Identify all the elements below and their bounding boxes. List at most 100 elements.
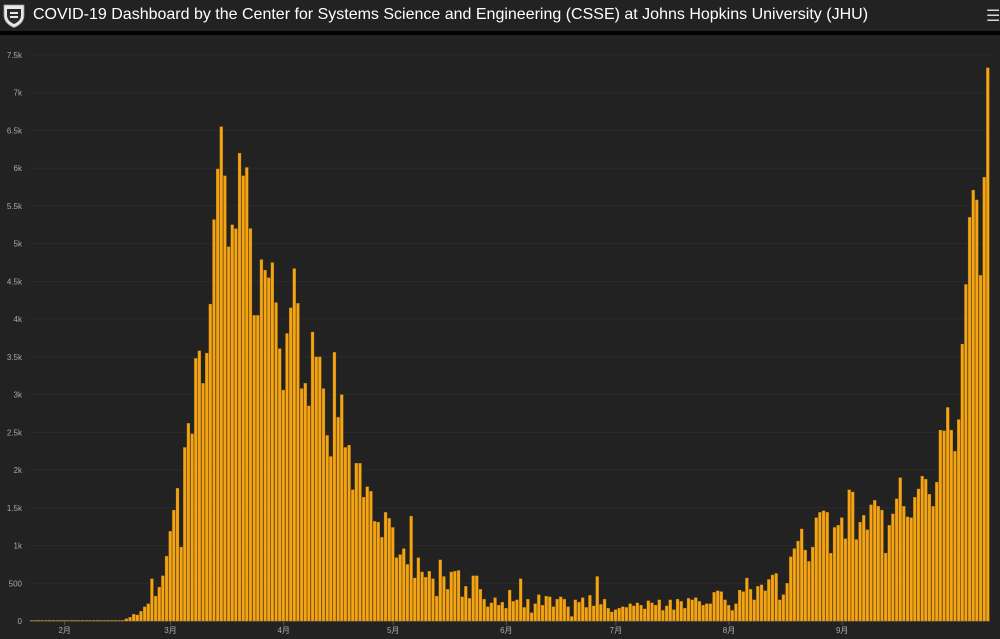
bar[interactable] bbox=[471, 575, 475, 622]
bar[interactable] bbox=[110, 620, 114, 622]
bar[interactable] bbox=[694, 597, 698, 622]
bar[interactable] bbox=[307, 405, 311, 622]
bar[interactable] bbox=[475, 575, 479, 622]
bar[interactable] bbox=[548, 596, 552, 622]
bar[interactable] bbox=[245, 167, 249, 622]
bar[interactable] bbox=[927, 494, 932, 622]
bar[interactable] bbox=[946, 407, 950, 622]
bar[interactable] bbox=[99, 620, 103, 622]
bar[interactable] bbox=[40, 620, 45, 622]
bar[interactable] bbox=[913, 497, 917, 622]
bar[interactable] bbox=[175, 488, 180, 622]
bar[interactable] bbox=[807, 561, 811, 622]
bar[interactable] bbox=[741, 591, 745, 622]
bar[interactable] bbox=[194, 358, 198, 622]
bar[interactable] bbox=[489, 602, 494, 622]
bar[interactable] bbox=[511, 601, 515, 622]
bar[interactable] bbox=[551, 606, 556, 622]
bar[interactable] bbox=[153, 595, 158, 622]
bar[interactable] bbox=[172, 509, 176, 622]
bar[interactable] bbox=[767, 579, 771, 622]
bar[interactable] bbox=[949, 429, 953, 622]
bar[interactable] bbox=[650, 602, 654, 622]
bar[interactable] bbox=[124, 618, 129, 622]
bar[interactable] bbox=[55, 620, 59, 622]
bar[interactable] bbox=[117, 620, 121, 622]
bar[interactable] bbox=[464, 586, 468, 622]
bar[interactable] bbox=[690, 599, 694, 622]
bar[interactable] bbox=[157, 586, 161, 622]
bar[interactable] bbox=[515, 599, 519, 622]
bar[interactable] bbox=[657, 599, 661, 622]
bar[interactable] bbox=[770, 574, 775, 622]
bar[interactable] bbox=[792, 548, 796, 622]
bar[interactable] bbox=[570, 616, 574, 622]
bar[interactable] bbox=[493, 597, 497, 622]
bar[interactable] bbox=[584, 607, 588, 622]
bar[interactable] bbox=[504, 608, 508, 622]
bar[interactable] bbox=[44, 620, 48, 622]
bar[interactable] bbox=[781, 594, 786, 622]
bar[interactable] bbox=[51, 620, 56, 622]
bar[interactable] bbox=[29, 620, 34, 622]
bar[interactable] bbox=[639, 605, 643, 622]
bar[interactable] bbox=[135, 614, 139, 622]
bar[interactable] bbox=[654, 605, 658, 622]
bar[interactable] bbox=[292, 268, 296, 622]
bar[interactable] bbox=[862, 515, 866, 622]
bar[interactable] bbox=[252, 315, 256, 622]
bar[interactable] bbox=[197, 350, 202, 622]
bar[interactable] bbox=[146, 603, 150, 622]
bar[interactable] bbox=[566, 606, 570, 622]
bar[interactable] bbox=[610, 611, 614, 622]
bar[interactable] bbox=[358, 463, 362, 622]
bar[interactable] bbox=[314, 356, 318, 622]
bar[interactable] bbox=[285, 333, 289, 622]
bar[interactable] bbox=[91, 620, 96, 622]
bar[interactable] bbox=[398, 554, 402, 622]
bar[interactable] bbox=[332, 352, 337, 622]
bar[interactable] bbox=[858, 521, 862, 622]
bar[interactable] bbox=[898, 477, 902, 622]
bar[interactable] bbox=[668, 599, 672, 622]
bar[interactable] bbox=[362, 497, 366, 622]
bar[interactable] bbox=[785, 583, 789, 622]
bar[interactable] bbox=[33, 620, 37, 622]
bar[interactable] bbox=[905, 516, 910, 622]
bar[interactable] bbox=[442, 576, 446, 622]
bar[interactable] bbox=[420, 571, 424, 622]
bar[interactable] bbox=[365, 486, 369, 622]
bar[interactable] bbox=[325, 435, 329, 622]
bar[interactable] bbox=[865, 529, 869, 622]
bar[interactable] bbox=[876, 506, 880, 622]
bar[interactable] bbox=[621, 606, 625, 622]
bar[interactable] bbox=[716, 590, 720, 622]
bar[interactable] bbox=[164, 555, 169, 622]
bar[interactable] bbox=[274, 302, 278, 622]
bar[interactable] bbox=[73, 620, 77, 622]
bar[interactable] bbox=[369, 491, 373, 622]
bar[interactable] bbox=[281, 389, 285, 622]
bar[interactable] bbox=[840, 517, 844, 622]
bar[interactable] bbox=[829, 552, 833, 622]
bar[interactable] bbox=[347, 445, 351, 622]
bar[interactable] bbox=[226, 246, 231, 622]
bar[interactable] bbox=[887, 525, 891, 622]
bar[interactable] bbox=[128, 617, 132, 622]
bar[interactable] bbox=[478, 589, 483, 622]
bar[interactable] bbox=[435, 595, 439, 622]
bar[interactable] bbox=[942, 430, 946, 622]
bar[interactable] bbox=[150, 578, 154, 622]
bar[interactable] bbox=[617, 608, 621, 622]
bar[interactable] bbox=[661, 610, 665, 622]
bar[interactable] bbox=[836, 525, 840, 622]
bar[interactable] bbox=[223, 175, 227, 622]
bar[interactable] bbox=[810, 546, 815, 622]
bar[interactable] bbox=[957, 419, 961, 622]
bar[interactable] bbox=[562, 598, 567, 622]
bar[interactable] bbox=[705, 603, 709, 622]
bar[interactable] bbox=[380, 537, 384, 622]
bar[interactable] bbox=[351, 489, 355, 622]
bar[interactable] bbox=[372, 521, 377, 622]
bar[interactable] bbox=[818, 512, 822, 622]
